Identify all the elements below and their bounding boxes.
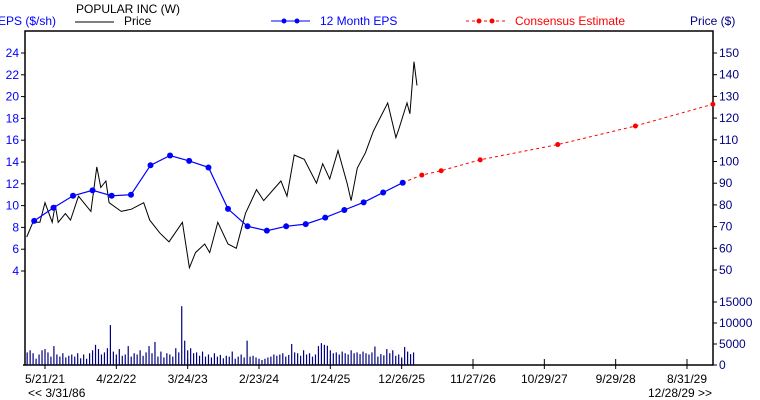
legend-price: Price <box>124 14 152 28</box>
right-axis-tick-label: 60 <box>719 241 733 255</box>
eps-point <box>360 199 367 206</box>
x-axis-tick-label: 1/24/25 <box>310 372 350 386</box>
x-axis-tick-label: 9/29/28 <box>596 372 636 386</box>
legend-eps-swatch <box>271 18 310 24</box>
left-axis-tick-label: 12 <box>6 177 20 191</box>
right-axis-label: Price ($) <box>690 14 735 28</box>
eps-line <box>33 154 403 232</box>
right-axis-tick-label: 120 <box>719 111 739 125</box>
right-axis-tick-label: 90 <box>719 176 733 190</box>
eps-point <box>50 204 57 211</box>
left-axis-tick-label: 14 <box>6 155 20 169</box>
legend-consensus-swatch <box>466 18 505 24</box>
right-axis-tick-label: 150 <box>719 46 739 60</box>
eps-point <box>283 223 290 230</box>
consensus-point <box>555 142 561 148</box>
eps-point <box>263 227 270 234</box>
left-axis-tick-label: 18 <box>6 111 20 125</box>
right-axis-tick-label: 110 <box>719 133 738 147</box>
left-axis-tick-label: 22 <box>6 68 20 82</box>
consensus-point <box>632 123 638 129</box>
eps-point <box>127 191 134 198</box>
x-axis-tick-label: 4/22/22 <box>96 372 136 386</box>
x-axis-tick-label: 12/26/25 <box>378 372 425 386</box>
range-start-link[interactable]: << 3/31/86 <box>28 386 86 400</box>
eps-point <box>341 206 348 213</box>
consensus-point <box>438 168 444 174</box>
eps-point <box>322 214 329 221</box>
eps-point <box>205 164 212 171</box>
left-axis-tick-label: 24 <box>6 46 20 60</box>
eps-point <box>244 223 251 230</box>
x-axis-tick-label: 2/23/24 <box>239 372 279 386</box>
x-axis-tick-label: 5/21/21 <box>25 372 65 386</box>
left-axis-tick-label: 8 <box>12 220 19 234</box>
legend-consensus: Consensus Estimate <box>515 14 625 28</box>
volume-axis-tick-label: 0 <box>719 358 726 372</box>
eps-point <box>225 205 232 212</box>
right-axis-tick-label: 50 <box>719 263 733 277</box>
chart-title: POPULAR INC (W) <box>76 2 180 16</box>
left-axis-tick-label: 10 <box>6 199 20 213</box>
price-line <box>26 61 418 270</box>
left-axis-tick-label: 6 <box>12 242 19 256</box>
eps-point <box>399 179 406 186</box>
volume-axis-tick-label: 5000 <box>719 337 746 351</box>
volume-axis-tick-label: 10000 <box>719 316 753 330</box>
right-axis-tick-label: 130 <box>719 89 739 103</box>
x-axis-tick-label: 10/29/27 <box>521 372 568 386</box>
eps-point <box>147 162 154 169</box>
x-axis-tick-label: 11/27/26 <box>450 372 496 386</box>
right-axis-tick-label: 140 <box>719 68 739 82</box>
eps-point <box>31 217 38 224</box>
consensus-point <box>477 157 483 163</box>
left-axis-tick-label: 16 <box>6 133 20 147</box>
eps-point <box>89 187 96 194</box>
range-end-link[interactable]: 12/28/29 >> <box>648 386 712 400</box>
eps-point <box>186 157 193 164</box>
left-axis-tick-label: 20 <box>6 90 20 104</box>
right-axis-tick-label: 100 <box>719 155 739 169</box>
plot-frame <box>23 30 714 366</box>
eps-point <box>302 221 309 228</box>
volume-axis-tick-label: 15000 <box>719 295 753 309</box>
eps-point <box>167 152 174 159</box>
left-axis-tick-label: 4 <box>12 264 19 278</box>
right-axis-tick-label: 80 <box>719 198 733 212</box>
legend-eps: 12 Month EPS <box>320 14 397 28</box>
eps-point <box>380 189 387 196</box>
eps-point <box>70 192 77 199</box>
x-axis-tick-label: 3/24/23 <box>168 372 208 386</box>
left-axis-label: EPS ($/sh) <box>0 14 56 28</box>
right-axis-tick-label: 70 <box>719 220 733 234</box>
x-axis-tick-label: 8/31/29 <box>667 372 707 386</box>
eps-point <box>108 192 115 199</box>
consensus-point <box>419 172 425 178</box>
consensus-point <box>710 101 716 107</box>
